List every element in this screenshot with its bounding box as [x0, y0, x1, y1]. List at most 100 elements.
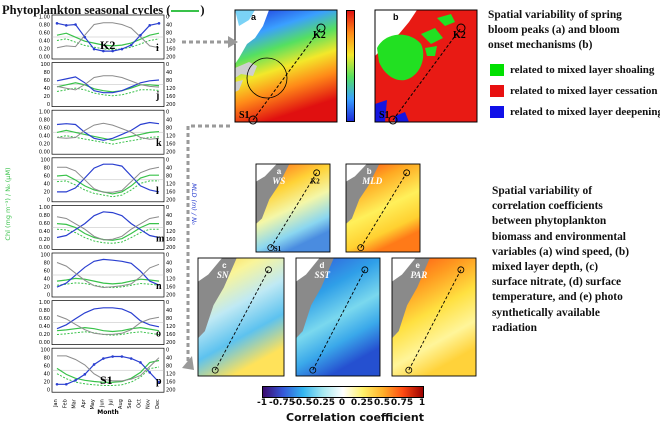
cycle-left-tick: 0.40	[39, 324, 50, 330]
cycle-left-tick: 0.00	[39, 245, 50, 251]
cycle-right-tick: 0	[166, 253, 169, 259]
legend-item-shoaling: related to mixed layer shoaling	[490, 64, 660, 76]
map-a-letter: a	[251, 12, 257, 22]
map-a-s1-label: S1	[239, 110, 250, 121]
mld-line	[56, 121, 160, 141]
legend-label-cessation: related to mixed layer cessation	[510, 85, 658, 97]
chl-dashed-line	[56, 282, 160, 289]
colorbar-tick: -0.25	[309, 398, 335, 408]
mld-point	[102, 357, 105, 360]
month-tick: Dec	[155, 399, 161, 409]
cycle-left-tick: 100	[40, 253, 50, 259]
cycle-left-tick: 0.80	[39, 308, 50, 314]
mld-point	[74, 379, 77, 382]
month-tick: Sep	[127, 399, 133, 408]
correlation-colorbar	[262, 386, 424, 398]
green-line-legend-swatch	[171, 10, 200, 13]
legend-label-shoaling: related to mixed layer shoaling	[510, 64, 655, 76]
cycle-right-tick: 200	[166, 150, 176, 156]
spring-bloom-description-line3: onset mechanisms (b)	[488, 39, 593, 52]
cycle-right-tick: 80	[166, 78, 172, 84]
mld-point	[83, 35, 87, 39]
cycle-left-tick: 100	[40, 157, 50, 163]
corr-text-line9: synthetically available	[492, 306, 600, 319]
cycle-panel-letter: p	[156, 376, 162, 387]
mld-point	[111, 355, 114, 358]
cycle-left-tick: 0.20	[39, 332, 50, 338]
chl-line	[56, 359, 160, 383]
cycle-left-tick: 0.00	[39, 55, 50, 61]
cycle-panel-i: 1.00 0.80 0.60 0.40 0.20 0.00 0 40 80 120 160 200 i K…	[39, 15, 176, 61]
cycle-left-tick: 20	[44, 285, 50, 291]
cycle-right-tick: 200	[166, 197, 176, 203]
cycle-right-tick: 40	[166, 261, 172, 267]
legend-item-cessation: related to mixed layer cessation	[490, 85, 660, 97]
map-a-colorbar	[346, 10, 355, 122]
seasonal-cycles-title-text: Phytoplankton seasonal cycles (	[2, 3, 171, 17]
cycle-panel-station: S1	[100, 373, 113, 387]
cycle-right-tick: 40	[166, 213, 172, 219]
mld-point	[83, 373, 87, 376]
cycle-right-tick: 160	[166, 142, 176, 148]
month-tick: Oct	[136, 399, 142, 408]
cycle-right-tick: 40	[166, 23, 172, 29]
cycle-right-tick: 0	[166, 205, 169, 211]
cycle-right-tick: 160	[166, 285, 176, 291]
corr-map-variable: SST	[314, 270, 330, 280]
cycle-right-tick: 40	[166, 118, 172, 124]
cycle-left-tick: 0	[47, 197, 50, 203]
nitrate-line	[57, 355, 160, 382]
cycle-left-tick: 20	[44, 380, 50, 386]
cycle-left-tick: 0.80	[39, 23, 50, 29]
corr-text-line2: correlation coefficients	[492, 200, 603, 213]
cycle-right-tick: 0	[166, 15, 169, 21]
corr-map-variable: MLD	[361, 176, 383, 186]
cycle-left-tick: 40	[44, 372, 50, 378]
cycle-left-tick: 40	[44, 181, 50, 187]
map-b-bloom-onset-mechanisms: b K2 S1	[365, 4, 485, 138]
mld-point	[111, 49, 114, 53]
colorbar-tick: -0.5	[292, 398, 312, 408]
cycle-left-tick: 0.40	[39, 229, 50, 235]
map-b-s1-label: S1	[379, 110, 390, 121]
correlation-colorbar-label: Correlation coefficient	[286, 411, 425, 424]
cycle-panel-k: 1.00 0.80 0.60 0.40 0.20 0.00 0 40 80 120 160 200 k	[39, 110, 176, 156]
cycle-right-tick: 80	[166, 126, 172, 132]
cycle-right-tick: 80	[166, 364, 172, 370]
cycle-right-tick: 40	[166, 308, 172, 314]
corr-map-s1: S1	[274, 245, 282, 253]
nitrate-line	[56, 22, 160, 49]
nitrate-line	[56, 315, 160, 335]
cycle-left-tick: 40	[44, 277, 50, 283]
cycle-right-tick: 160	[166, 94, 176, 100]
cycle-right-tick: 120	[166, 324, 176, 330]
cycle-left-tick: 0.20	[39, 47, 50, 53]
cycle-panel-letter: o	[156, 329, 161, 340]
cycle-left-tick: 0.20	[39, 237, 50, 243]
cycle-right-tick: 200	[166, 293, 176, 299]
month-tick: Jun	[99, 399, 105, 408]
mld-line	[56, 76, 160, 94]
cycle-left-tick: 1.00	[39, 205, 50, 211]
seasonal-cycles-title: Phytoplankton seasonal cycles ()	[2, 3, 205, 18]
month-tick: May	[90, 399, 96, 409]
cycle-panel-letter: j	[155, 91, 159, 102]
colorbar-tick: -1	[257, 398, 267, 408]
cycle-right-tick: 40	[166, 356, 172, 362]
cycle-left-tick: 60	[44, 269, 50, 275]
legend-item-deepening: related to mixed layer deepening	[490, 106, 660, 118]
cycle-left-tick: 0	[47, 293, 50, 299]
cycle-right-tick: 200	[166, 102, 176, 108]
cycle-right-tick: 120	[166, 86, 176, 92]
cycle-right-tick: 120	[166, 372, 176, 378]
cycle-right-tick: 160	[166, 47, 176, 53]
map-b-letter: b	[393, 12, 399, 22]
mld-point	[129, 357, 133, 360]
month-tick: Mar	[72, 398, 78, 408]
map-a-k2-label: K2	[313, 30, 326, 41]
spring-bloom-description: Spatial variability of spring bloom peak…	[488, 8, 660, 54]
corr-map-variable: SN	[217, 270, 229, 280]
cycle-right-tick: 80	[166, 31, 172, 37]
